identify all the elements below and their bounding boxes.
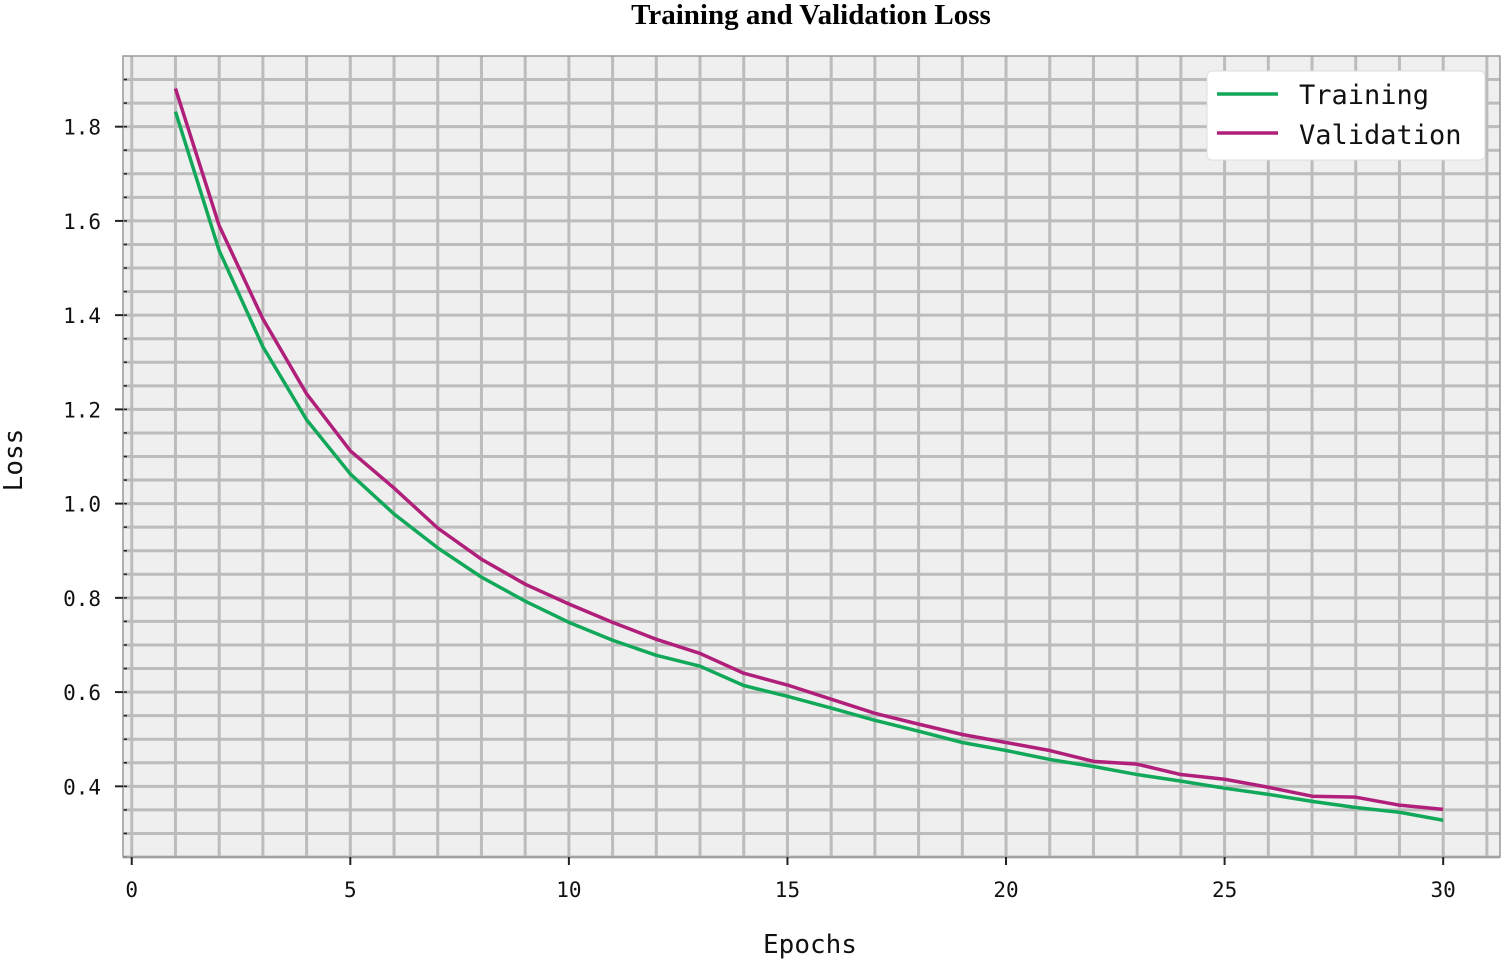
y-tick-label: 1.8: [63, 116, 101, 140]
x-tick-label: 30: [1431, 878, 1456, 902]
y-tick-label: 1.6: [63, 210, 101, 234]
y-tick-label: 1.4: [63, 304, 101, 328]
legend-label-validation: Validation: [1299, 120, 1462, 151]
y-tick-label: 0.8: [63, 587, 101, 611]
x-tick-label: 10: [556, 878, 581, 902]
series-line-training: [173, 111, 1444, 822]
x-axis-label: Epochs: [763, 930, 857, 960]
series-line-validation: [173, 87, 1444, 812]
y-tick-label: 0.4: [63, 775, 101, 799]
chart-title: Training and Validation Loss: [631, 0, 991, 31]
legend: Training Validation: [1206, 70, 1486, 161]
axes: 0 5 10 15 20 25 30 0.4 0.6 0.8 1.0 1.2 1.4 1.6 1.8: [63, 55, 1501, 902]
x-tick-label: 5: [344, 878, 357, 902]
x-tick-label: 0: [125, 878, 138, 902]
y-tick-label: 1.2: [63, 398, 101, 422]
plot-frame: [122, 55, 1501, 858]
legend-label-training: Training: [1299, 80, 1429, 111]
x-tick-label: 15: [775, 878, 800, 902]
y-tick-label: 1.0: [63, 493, 101, 517]
x-tick-label: 20: [993, 878, 1018, 902]
x-tick-label: 25: [1212, 878, 1237, 902]
y-axis-label: Loss: [0, 429, 29, 492]
series-lines: [173, 87, 1444, 822]
y-tick-label: 0.6: [63, 681, 101, 705]
